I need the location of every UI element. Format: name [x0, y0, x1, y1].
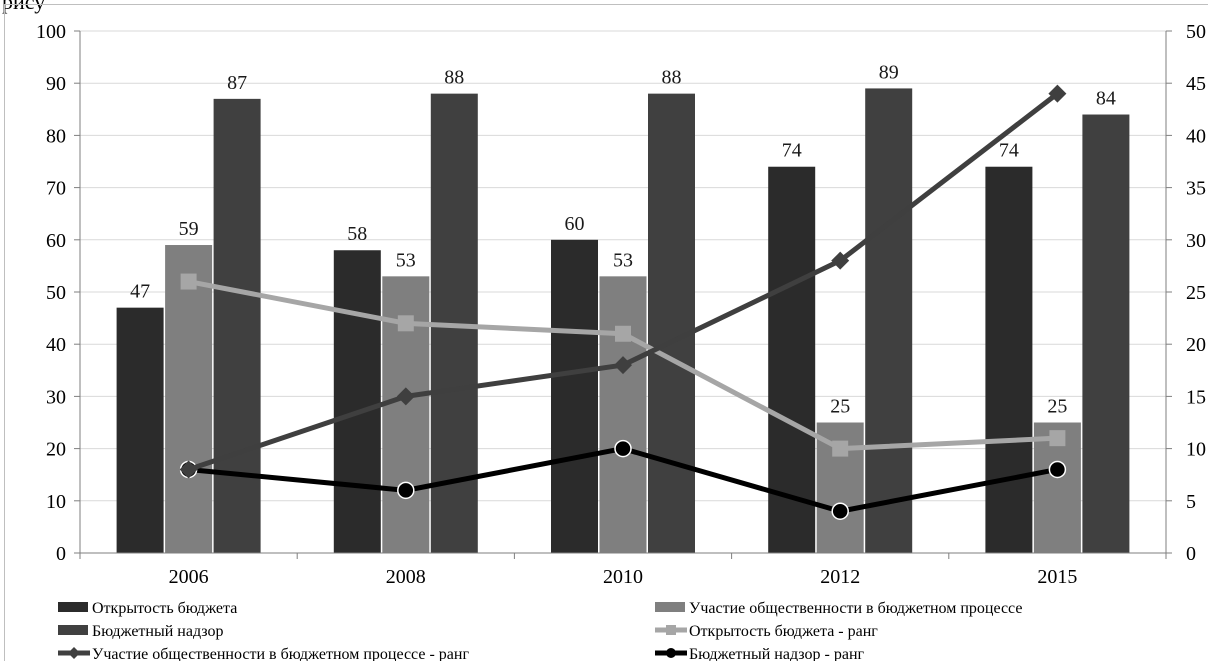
bar	[768, 166, 816, 553]
y-tick-label: 40	[46, 334, 66, 356]
bar	[213, 98, 261, 554]
y2-tick-label: 10	[1186, 439, 1206, 461]
bar	[648, 93, 695, 553]
legend-marker	[68, 647, 80, 659]
bar-data-label: 59	[179, 218, 199, 240]
bar-data-label: 89	[879, 61, 899, 83]
chart-frame	[4, 4, 1208, 661]
y-tick-label: 50	[46, 282, 66, 304]
legend-label: Открытость бюджета	[92, 600, 237, 617]
line-marker	[831, 251, 850, 270]
line-marker	[397, 481, 415, 500]
y2-tick-label: 25	[1186, 282, 1206, 304]
legend-label: Бюджетный надзор	[92, 623, 224, 640]
bar	[333, 250, 381, 554]
legend-swatch	[58, 625, 88, 635]
line-marker	[397, 315, 414, 332]
bar-data-label: 58	[347, 223, 367, 245]
bar	[599, 276, 647, 553]
line-marker	[1049, 430, 1066, 447]
line-marker	[179, 460, 198, 479]
legend-swatch	[655, 602, 685, 612]
x-tick-label: 2010	[603, 566, 643, 588]
line-marker	[396, 387, 415, 406]
bar	[116, 307, 164, 553]
bar-data-label: 74	[999, 140, 1019, 162]
line-marker	[614, 356, 632, 375]
bar	[551, 239, 598, 554]
y-tick-label: 30	[46, 386, 66, 408]
y2-tick-label: 15	[1186, 386, 1206, 408]
bar-data-label: 74	[782, 140, 802, 162]
legend-marker	[666, 625, 676, 635]
legend-label: Участие общественности в бюджетном проце…	[92, 646, 469, 661]
bar	[1082, 114, 1130, 554]
y-tick-label: 70	[46, 178, 66, 200]
y-tick-label: 0	[56, 543, 66, 565]
bar-data-label: 88	[444, 67, 464, 89]
bar-data-label: 47	[130, 281, 150, 303]
y-tick-label: 20	[46, 439, 66, 461]
y-tick-label: 80	[46, 125, 66, 147]
y-tick-label: 90	[46, 73, 66, 95]
bar	[865, 88, 913, 554]
cropped-caption-text: рису	[2, 0, 46, 14]
line-marker	[1048, 460, 1067, 479]
bar-data-label: 87	[227, 72, 247, 94]
bar-data-label: 53	[613, 249, 633, 271]
bar-data-label: 60	[565, 213, 585, 235]
y2-tick-label: 50	[1186, 21, 1206, 43]
bar-data-label: 88	[662, 67, 682, 89]
line-marker	[180, 273, 197, 290]
y-tick-label: 60	[46, 230, 66, 252]
data-labels: 47 58 60 74 74 59 53 53 25 25 87 88 88 89 84	[130, 61, 1116, 417]
bar	[165, 245, 213, 553]
bar-data-label: 25	[830, 396, 850, 418]
legend-label: Участие общественности в бюджетном проце…	[689, 600, 1022, 617]
x-tick-label: 2008	[386, 566, 426, 588]
x-tick-label: 2006	[169, 566, 209, 588]
x-tick-label: 2012	[820, 566, 860, 588]
line-marker	[832, 440, 849, 457]
legend-marker	[666, 648, 676, 658]
bar	[985, 166, 1033, 553]
y2-tick-label: 35	[1186, 178, 1206, 200]
legend-swatch	[58, 602, 88, 612]
y-tick-label: 100	[36, 21, 66, 43]
y-tick-label: 10	[46, 491, 66, 513]
axes: 0 10 20 30 40 50 60 70 80 90 100 0 5 10 15 20 25 30 35 40 45…	[36, 21, 1206, 588]
lines	[179, 84, 1067, 520]
y2-tick-label: 0	[1186, 543, 1196, 565]
y2-tick-label: 5	[1186, 491, 1196, 513]
legend-label: Открытость бюджета - ранг	[689, 623, 878, 640]
y2-tick-label: 30	[1186, 230, 1206, 252]
line-marker	[615, 325, 631, 342]
legend: Открытость бюджета Участие общественности…	[58, 600, 1022, 661]
bar-data-label: 25	[1047, 396, 1067, 418]
y2-tick-label: 45	[1186, 73, 1206, 95]
y2-tick-label: 40	[1186, 125, 1206, 147]
bar-data-label: 53	[396, 249, 416, 271]
line-marker	[614, 439, 632, 458]
y2-tick-label: 20	[1186, 334, 1206, 356]
line-marker	[1048, 84, 1067, 103]
legend-label: Бюджетный надзор - ранг	[689, 646, 865, 661]
bar-data-label: 84	[1096, 88, 1116, 110]
line-marker	[831, 502, 849, 520]
gridlines	[80, 30, 1166, 502]
x-tick-label: 2015	[1037, 566, 1077, 588]
